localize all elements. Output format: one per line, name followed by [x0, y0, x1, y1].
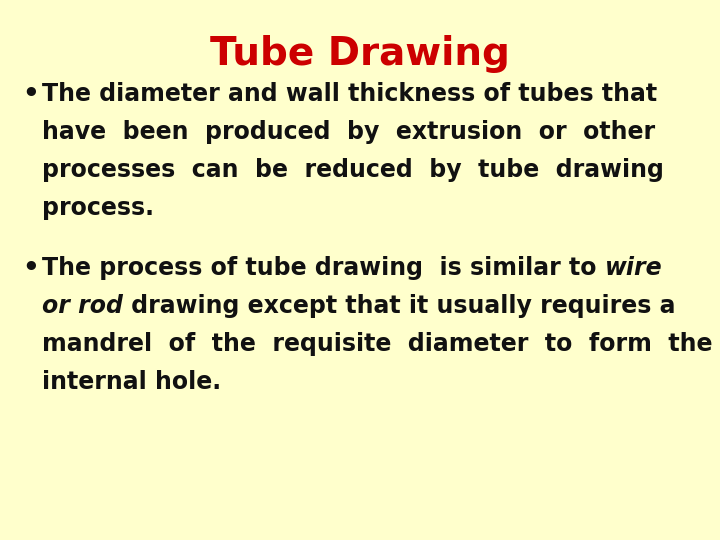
Text: process.: process. [42, 196, 154, 220]
Text: wire: wire [605, 256, 662, 280]
Text: processes  can  be  reduced  by  tube  drawing: processes can be reduced by tube drawing [42, 158, 664, 182]
Text: The diameter and wall thickness of tubes that: The diameter and wall thickness of tubes… [42, 82, 657, 106]
Text: •: • [22, 82, 39, 108]
Text: drawing except that it usually requires a: drawing except that it usually requires … [123, 294, 675, 318]
Text: have  been  produced  by  extrusion  or  other: have been produced by extrusion or other [42, 120, 655, 144]
Text: internal hole.: internal hole. [42, 370, 221, 394]
Text: or rod: or rod [42, 294, 123, 318]
Text: Tube Drawing: Tube Drawing [210, 35, 510, 73]
Text: The process of tube drawing  is similar to: The process of tube drawing is similar t… [42, 256, 605, 280]
Text: •: • [22, 256, 39, 282]
Text: mandrel  of  the  requisite  diameter  to  form  the: mandrel of the requisite diameter to for… [42, 332, 713, 356]
